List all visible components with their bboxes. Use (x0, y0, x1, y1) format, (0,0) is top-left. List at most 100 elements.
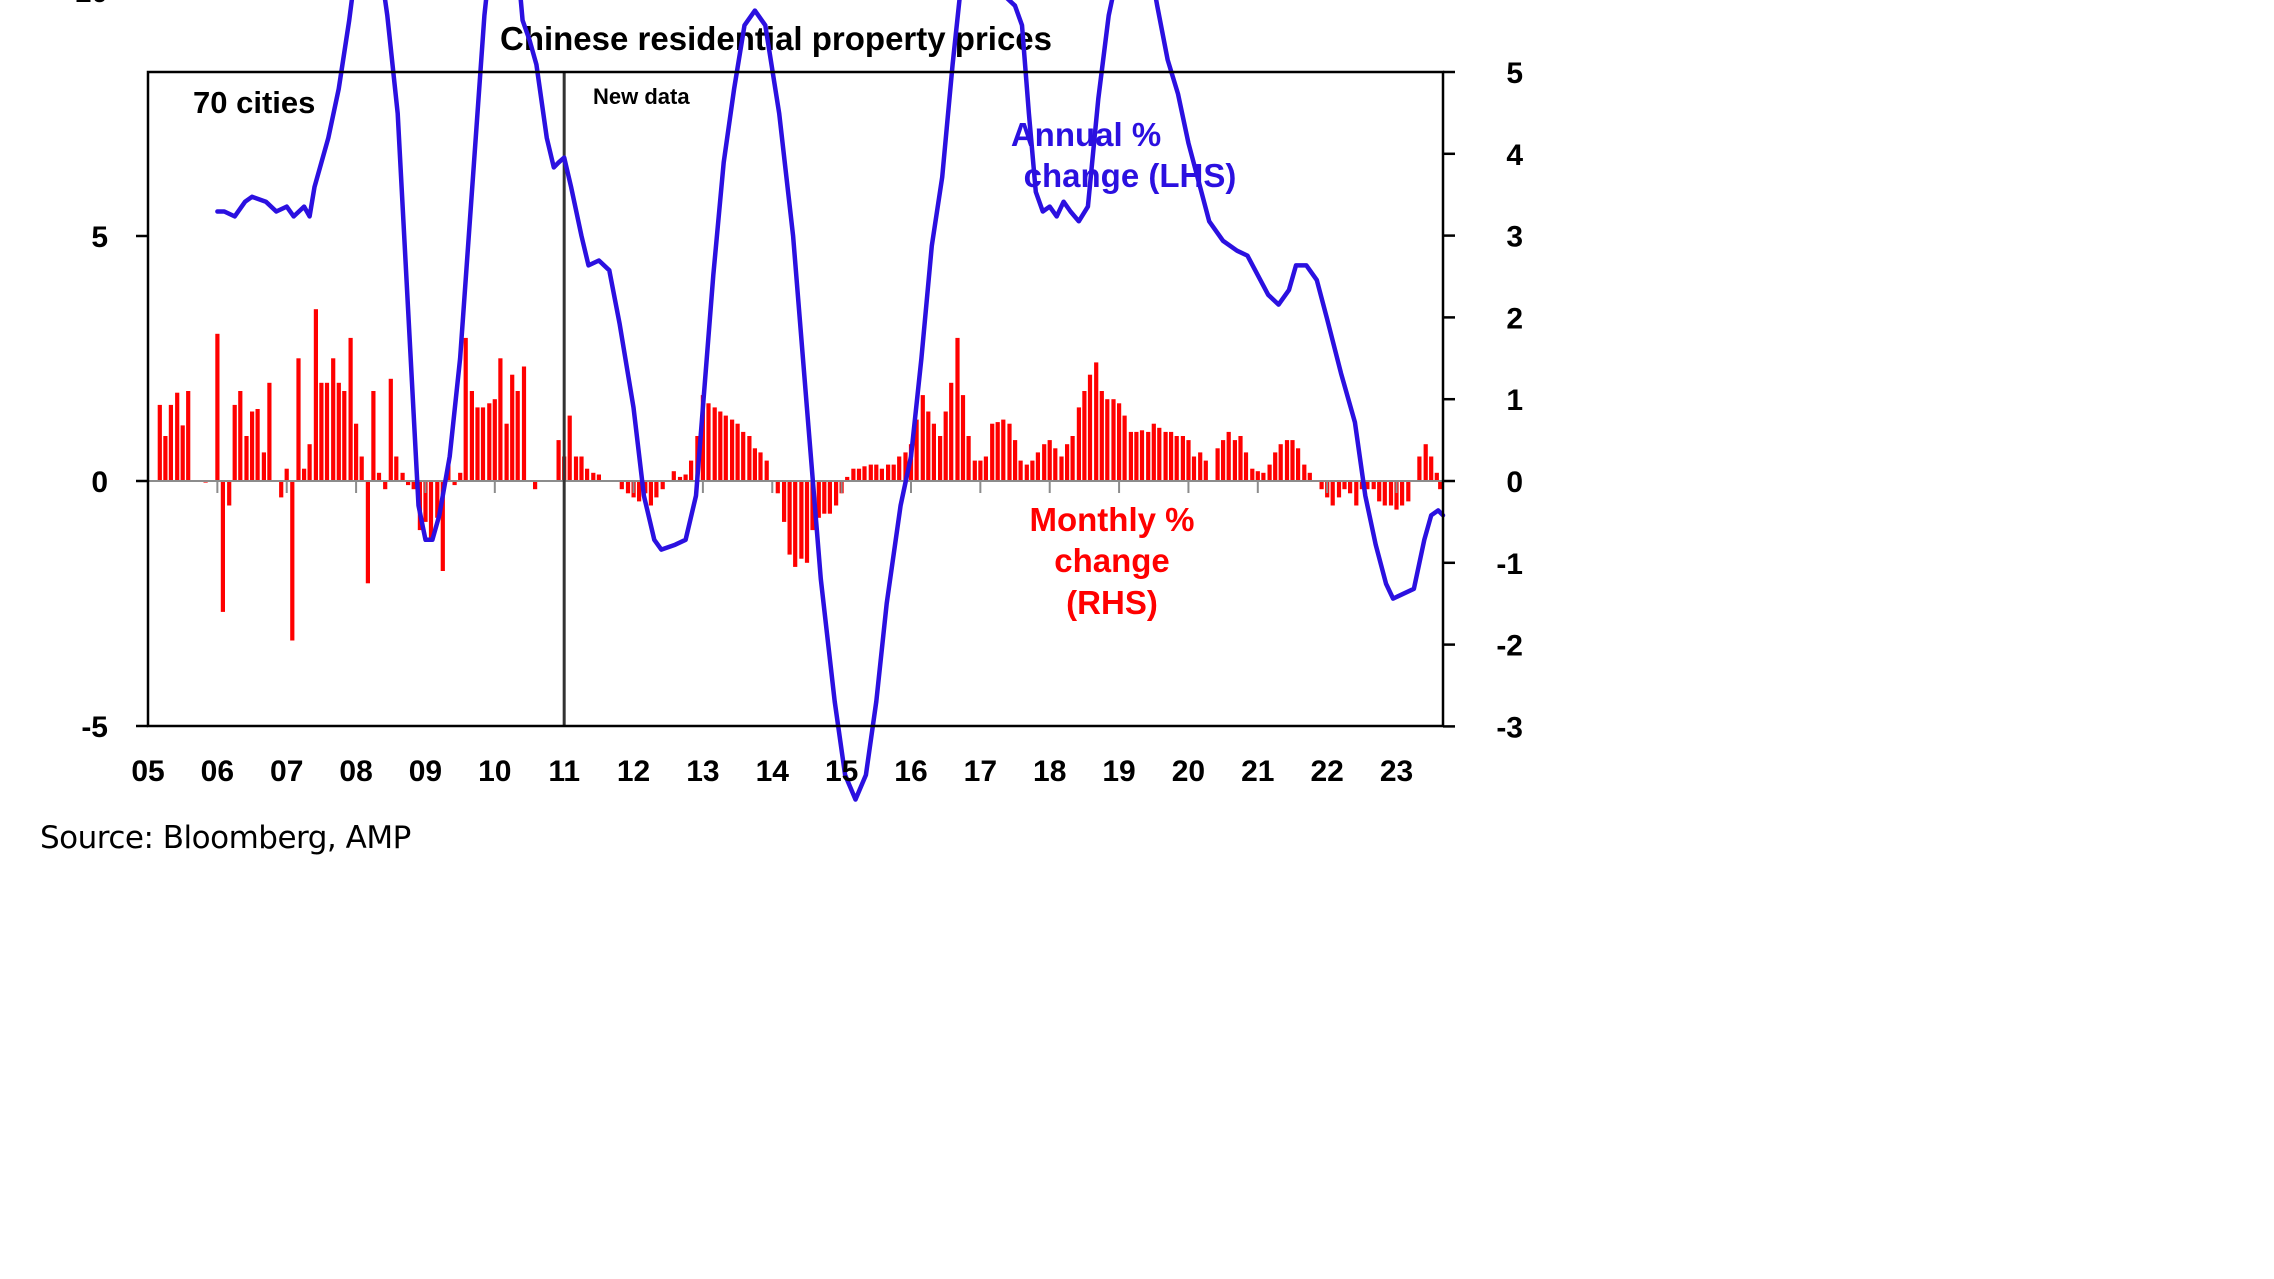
monthly-bars (157, 309, 1443, 641)
monthly-bar (874, 464, 879, 481)
x-axis-ticks (147, 481, 1398, 493)
monthly-bar (371, 391, 376, 481)
monthly-bar (1203, 460, 1208, 481)
monthly-bar (643, 481, 648, 494)
monthly-bar (290, 481, 295, 641)
monthly-bar (579, 456, 584, 481)
monthly-bar (1042, 444, 1047, 481)
monthly-bar (1157, 427, 1162, 481)
monthly-bar (1186, 440, 1191, 481)
monthly-bar (799, 481, 804, 559)
monthly-bar (180, 425, 185, 481)
monthly-bar (1059, 456, 1064, 481)
monthly-bar (596, 474, 601, 481)
x-tick-label: 13 (686, 755, 719, 788)
monthly-bar (313, 309, 318, 481)
monthly-bar (1255, 471, 1260, 481)
monthly-bar (1434, 472, 1439, 481)
monthly-bar (452, 481, 457, 486)
monthly-bar (938, 436, 943, 481)
monthly-bar (1273, 452, 1278, 481)
monthly-bar (619, 481, 624, 490)
monthly-bar (648, 481, 653, 506)
monthly-bar (660, 481, 665, 490)
monthly-bar (296, 358, 301, 481)
x-tick-label: 07 (270, 755, 303, 788)
monthly-bar (394, 456, 399, 481)
monthly-bar (348, 337, 353, 481)
left-y-tick-label: 0 (91, 466, 108, 499)
monthly-bar (851, 468, 856, 481)
monthly-bar (1163, 431, 1168, 481)
monthly-bar (782, 481, 787, 522)
monthly-bar (891, 464, 896, 481)
monthly-bar (677, 476, 683, 481)
monthly-bar (747, 436, 752, 481)
x-tick-label: 20 (1172, 755, 1205, 788)
x-tick-label: 10 (478, 755, 511, 788)
monthly-bar (1278, 444, 1283, 481)
monthly-bar (1348, 481, 1353, 494)
monthly-bar (1382, 481, 1387, 506)
monthly-bar (730, 419, 735, 481)
monthly-bar (1001, 419, 1006, 481)
monthly-bar (1267, 464, 1272, 481)
monthly-bar (440, 481, 445, 571)
monthly-bar (1238, 436, 1243, 481)
monthly-legend-line1: Monthly % (1030, 501, 1195, 538)
monthly-bar (886, 464, 891, 481)
monthly-bar (1128, 431, 1133, 481)
right-y-tick-label: -2 (1496, 630, 1523, 663)
right-y-tick-label: 0 (1506, 466, 1523, 499)
monthly-bar (510, 374, 515, 481)
monthly-bar (556, 440, 561, 481)
cities-annotation: 70 cities (193, 85, 315, 120)
monthly-bar (1134, 431, 1139, 481)
monthly-bar (1290, 440, 1295, 481)
monthly-bar (764, 460, 769, 481)
monthly-bar (232, 404, 237, 481)
monthly-bar (810, 481, 815, 531)
monthly-bar (458, 472, 463, 481)
monthly-bar (302, 468, 307, 481)
monthly-bar (1417, 456, 1422, 481)
monthly-bar (723, 415, 728, 481)
monthly-bar (1035, 452, 1040, 481)
x-tick-label: 19 (1102, 755, 1135, 788)
left-y-tick-label: 10 (75, 0, 108, 9)
right-y-tick-label: 5 (1506, 57, 1523, 90)
monthly-bar (215, 333, 220, 481)
monthly-bar (250, 411, 255, 481)
monthly-bar (1111, 399, 1116, 481)
monthly-bar (1146, 431, 1151, 481)
x-tick-label: 21 (1241, 755, 1274, 788)
monthly-bar (354, 423, 359, 481)
chart-svg: Chinese residential property prices -10-… (75, 0, 1523, 802)
monthly-bar (336, 382, 341, 481)
monthly-bar (1284, 440, 1290, 481)
monthly-bar (1151, 423, 1156, 481)
monthly-bar (1319, 481, 1324, 490)
right-y-tick-label: 1 (1506, 384, 1523, 417)
right-y-tick-label: 4 (1506, 139, 1523, 172)
x-tick-label: 23 (1380, 755, 1413, 788)
chart-title: Chinese residential property prices (500, 20, 1052, 57)
monthly-bar (1232, 440, 1237, 481)
monthly-bar (718, 411, 723, 481)
x-tick-label: 22 (1310, 755, 1343, 788)
x-tick-label: 09 (409, 755, 442, 788)
monthly-bar (1400, 481, 1405, 506)
monthly-bar (1105, 399, 1110, 481)
monthly-bar (1377, 481, 1382, 502)
monthly-bar (1336, 481, 1342, 498)
monthly-bar (475, 407, 480, 481)
monthly-bar (1087, 374, 1093, 481)
monthly-bar (914, 419, 919, 481)
monthly-bar (1180, 436, 1185, 481)
monthly-bar (625, 481, 631, 494)
monthly-bar (1215, 448, 1220, 481)
monthly-bar (856, 468, 862, 481)
monthly-bar (487, 403, 492, 481)
monthly-bar (990, 423, 995, 481)
monthly-bar (1094, 362, 1099, 481)
